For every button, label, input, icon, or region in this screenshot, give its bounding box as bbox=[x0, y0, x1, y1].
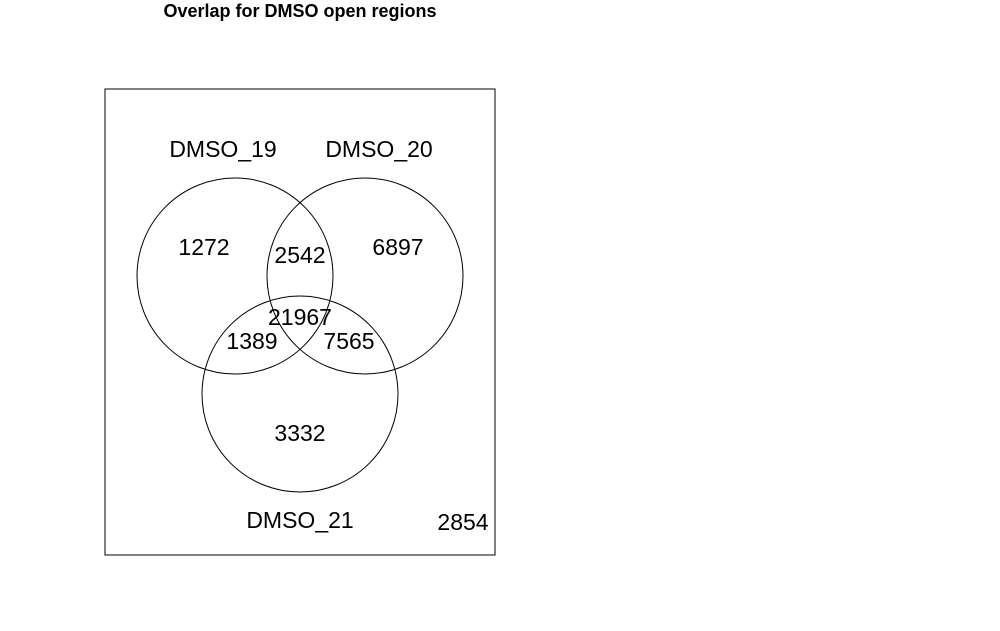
region-count-dmso-19-21: 1389 bbox=[226, 328, 277, 354]
region-count-outside: 2854 bbox=[437, 509, 488, 535]
region-count-dmso-20-only: 6897 bbox=[372, 234, 423, 260]
chart-title: Overlap for DMSO open regions bbox=[163, 1, 437, 21]
set-circle-dmso-19 bbox=[136, 177, 334, 375]
region-count-dmso-19-only: 1272 bbox=[178, 234, 229, 260]
region-count-dmso-20-21: 7565 bbox=[323, 328, 374, 354]
region-count-all-three: 21967 bbox=[268, 304, 332, 330]
set-label-dmso-20: DMSO_20 bbox=[325, 136, 432, 162]
set-label-dmso-21: DMSO_21 bbox=[246, 507, 353, 533]
set-circle-dmso-21 bbox=[201, 295, 399, 493]
region-count-dmso-19-20: 2542 bbox=[274, 242, 325, 268]
set-label-dmso-19: DMSO_19 bbox=[169, 136, 276, 162]
region-count-dmso-21-only: 3332 bbox=[274, 420, 325, 446]
set-circle-dmso-20 bbox=[266, 177, 464, 375]
universe-box bbox=[104, 88, 496, 556]
